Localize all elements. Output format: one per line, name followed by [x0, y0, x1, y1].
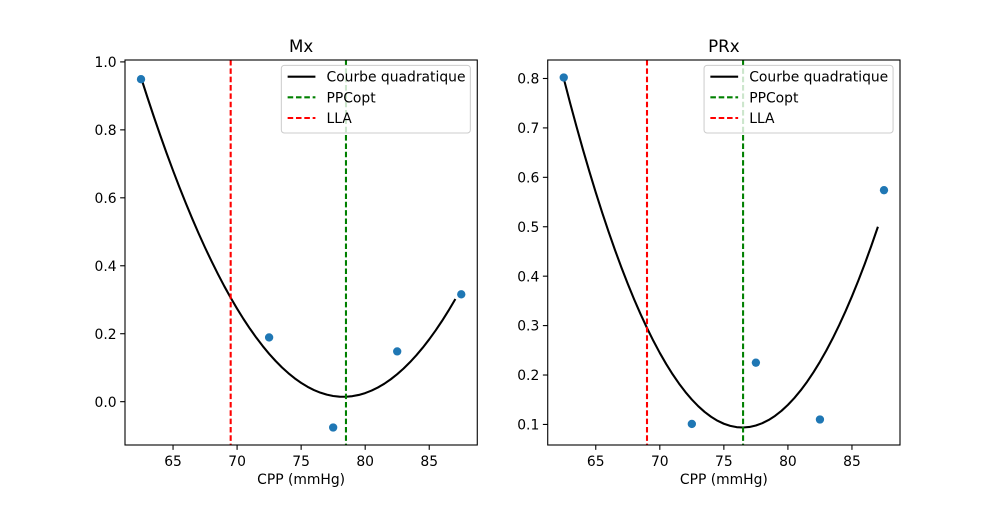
legend: Courbe quadratique PPCopt LLA — [280, 64, 471, 134]
subplot-title: PRx — [708, 37, 740, 56]
data-point — [687, 419, 697, 429]
y-tick-label: 0.8 — [517, 72, 539, 88]
legend-label: PPCopt — [749, 90, 799, 106]
data-point — [457, 290, 466, 299]
y-tick-label: 0.0 — [95, 395, 117, 411]
data-point — [393, 347, 402, 356]
data-point — [879, 186, 889, 195]
y-tick-label: 0.4 — [95, 259, 117, 275]
quadratic-curve — [562, 77, 879, 429]
legend-label: LLA — [749, 111, 775, 127]
legend-frame — [280, 64, 471, 134]
legend-label: LLA — [327, 111, 353, 127]
y-tick-label: 1.0 — [95, 55, 117, 71]
x-axis-label: CPP (mmHg) — [257, 472, 345, 488]
data-point — [136, 75, 146, 84]
subplot-mx: 65 70 75 80 85 0.0 0.2 0.4 0.6 0.8 1.0 Mx CPP (mmHg)… — [95, 37, 478, 488]
x-tick-label: 70 — [228, 454, 246, 470]
y-tick-label: 0.8 — [95, 123, 117, 139]
y-tick-label: 0.6 — [517, 170, 539, 186]
legend-label: PPCopt — [327, 90, 377, 106]
x-tick-label: 70 — [651, 454, 669, 470]
x-tick-label: 80 — [779, 454, 797, 470]
legend-frame — [703, 64, 894, 134]
data-point — [264, 333, 274, 342]
y-tick-label: 0.7 — [517, 121, 539, 137]
data-point — [751, 358, 761, 367]
quadratic-curve — [139, 76, 457, 398]
x-tick-label: 85 — [420, 454, 438, 470]
x-axis-label: CPP (mmHg) — [680, 472, 768, 488]
x-tick-label: 80 — [356, 454, 374, 470]
y-tick-label: 0.2 — [517, 368, 539, 384]
subplot-prx: 65 70 75 80 85 0.1 0.2 0.3 0.4 0.5 0.6 0.7 0.8 PRx CPP… — [517, 37, 901, 488]
y-tick-label: 0.6 — [95, 191, 117, 207]
y-tick-label: 0.3 — [517, 319, 539, 335]
x-tick-label: 65 — [587, 454, 605, 470]
data-point — [328, 423, 338, 432]
subplot-title: Mx — [289, 37, 313, 56]
x-tick-label: 65 — [164, 454, 182, 470]
y-tick-label: 0.1 — [517, 418, 539, 434]
x-tick-label: 75 — [715, 454, 733, 470]
legend-label: Courbe quadratique — [327, 70, 466, 86]
x-tick-label: 85 — [843, 454, 861, 470]
y-tick-label: 0.2 — [95, 327, 117, 343]
data-point — [559, 73, 568, 82]
y-tick-label: 0.5 — [517, 220, 539, 236]
y-tick-label: 0.4 — [517, 269, 539, 285]
data-point — [815, 415, 825, 424]
x-tick-label: 75 — [292, 454, 310, 470]
legend-label: Courbe quadratique — [749, 70, 888, 86]
legend: Courbe quadratique PPCopt LLA — [703, 64, 894, 134]
